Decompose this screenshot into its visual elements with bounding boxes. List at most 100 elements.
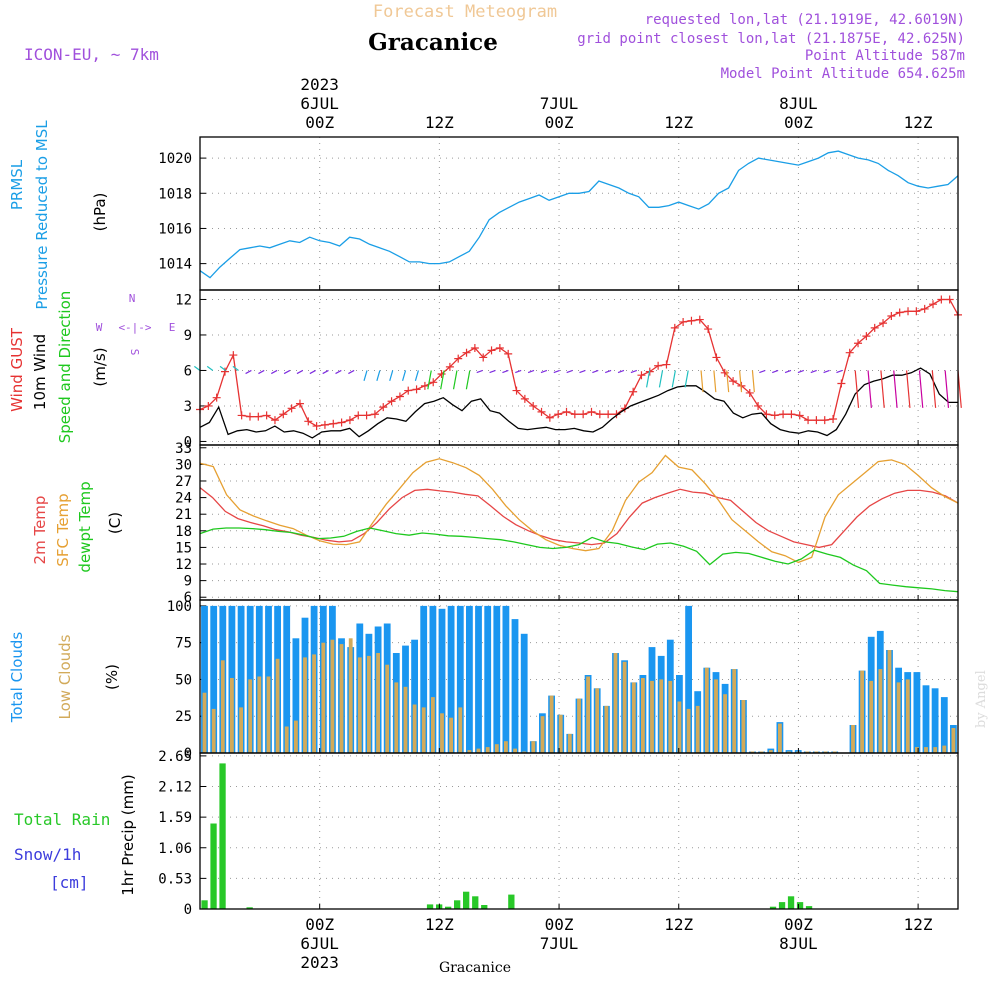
gust-marker <box>320 420 329 429</box>
wind-direction-arrow <box>271 369 278 375</box>
gust-marker <box>937 295 946 304</box>
series-temperature-0 <box>199 487 959 549</box>
bar-clouds-0 <box>456 605 464 753</box>
wind-direction-arrow <box>759 369 766 374</box>
bar-clouds-1 <box>686 708 691 753</box>
point-info-1: grid point closest lon,lat (21.1875E, 42… <box>577 31 965 47</box>
ytick-temperature-7: 27 <box>175 474 192 490</box>
gust-marker <box>445 362 454 371</box>
ytick-precip-0: 0 <box>184 902 192 918</box>
bar-clouds-0 <box>201 605 208 753</box>
cloud-unit: (%) <box>103 664 121 690</box>
ytick-temperature-5: 21 <box>175 507 192 523</box>
point-info-3: Model Point Altitude 654.625m <box>721 66 965 82</box>
bar-clouds-1 <box>248 679 253 753</box>
bar-clouds-1 <box>476 748 481 753</box>
bar-clouds-1 <box>330 639 335 753</box>
wind-direction-arrow <box>553 369 560 374</box>
wind-direction-arrow <box>527 369 535 374</box>
gust-marker <box>854 339 863 348</box>
bar-clouds-1 <box>211 708 216 753</box>
bar-clouds-0 <box>429 605 437 753</box>
compass-s: S <box>128 349 141 356</box>
wind-direction-arrow <box>944 370 950 408</box>
panel-frame-temperature <box>199 444 959 601</box>
gust-marker <box>695 315 704 324</box>
top-time-label-3-0: 12Z <box>664 113 693 132</box>
gust-marker <box>595 410 604 419</box>
bar-clouds-1 <box>595 688 600 753</box>
bar-clouds-1 <box>485 747 490 753</box>
bar-clouds-1 <box>942 745 947 753</box>
bar-clouds-1 <box>778 723 782 753</box>
wind-direction-arrow <box>194 365 201 371</box>
bar-clouds-1 <box>631 682 636 753</box>
gust-marker <box>879 319 888 328</box>
gust-marker <box>229 351 238 360</box>
bar-clouds-0 <box>237 605 245 753</box>
ytick-precip-1: 0.53 <box>158 871 192 887</box>
bar-clouds-1 <box>522 751 527 753</box>
gust-marker <box>245 412 254 421</box>
gust-marker <box>887 312 896 321</box>
bar-clouds-1 <box>321 642 326 753</box>
wind-unit: (m/s) <box>91 347 109 386</box>
ytick-temperature-2: 12 <box>175 557 192 573</box>
bar-precip-0 <box>805 906 813 909</box>
bar-clouds-1 <box>878 669 883 753</box>
bar-clouds-1 <box>230 678 234 753</box>
wind-direction-arrow <box>515 369 522 374</box>
gust-marker <box>845 348 854 357</box>
ytick-wind-0: 0 <box>184 434 192 450</box>
wind-direction-arrow <box>931 370 937 408</box>
gust-marker <box>895 308 904 317</box>
bar-precip-0 <box>454 900 461 909</box>
bar-clouds-0 <box>292 638 300 754</box>
gust-marker <box>212 393 221 402</box>
bar-clouds-1 <box>832 751 837 753</box>
ytick-precip-5: 2.65 <box>158 749 192 765</box>
wind-direction-arrow <box>283 369 291 375</box>
bar-clouds-0 <box>484 605 492 753</box>
bar-clouds-1 <box>613 653 618 753</box>
temp-label-0: 2m Temp <box>31 496 49 565</box>
wind-direction-arrow <box>219 365 227 371</box>
gust-marker <box>804 416 813 425</box>
chart-subtitle: Forecast Meteogram <box>373 2 557 22</box>
bar-clouds-0 <box>685 605 692 753</box>
gust-marker <box>429 378 438 387</box>
bar-clouds-1 <box>312 654 316 753</box>
gust-marker <box>637 371 646 380</box>
wind-direction-arrow <box>658 370 664 388</box>
bottom-time-label-1-0: 12Z <box>425 915 454 934</box>
bar-clouds-1 <box>851 725 855 753</box>
gust-marker <box>829 414 838 423</box>
ytick-temperature-3: 15 <box>175 540 192 556</box>
gust-marker <box>420 381 429 390</box>
gust-marker <box>837 379 846 388</box>
gust-marker <box>770 411 779 420</box>
wind-direction-arrow <box>502 369 509 374</box>
bar-clouds-1 <box>357 657 362 753</box>
panel-frame-pressure <box>199 136 959 291</box>
bar-clouds-1 <box>860 670 864 753</box>
gust-marker <box>870 323 879 332</box>
panel-clouds: 0 25 50 75 100 <box>167 599 959 762</box>
gust-marker <box>662 360 671 369</box>
bar-precip-0 <box>481 905 488 909</box>
bar-clouds-1 <box>385 664 390 753</box>
bar-clouds-1 <box>814 751 819 753</box>
wind-direction-arrow <box>772 369 779 374</box>
wind-direction-arrow <box>784 369 792 374</box>
gust-marker <box>479 353 488 362</box>
bar-clouds-1 <box>403 686 408 753</box>
gust-marker <box>354 411 363 420</box>
bar-clouds-1 <box>750 751 755 753</box>
gust-marker <box>554 410 563 419</box>
ytick-wind-1: 3 <box>184 399 192 415</box>
bar-clouds-1 <box>869 680 874 753</box>
gust-marker <box>570 410 579 419</box>
panel-frame-wind <box>199 289 959 446</box>
gust-marker <box>679 317 688 326</box>
